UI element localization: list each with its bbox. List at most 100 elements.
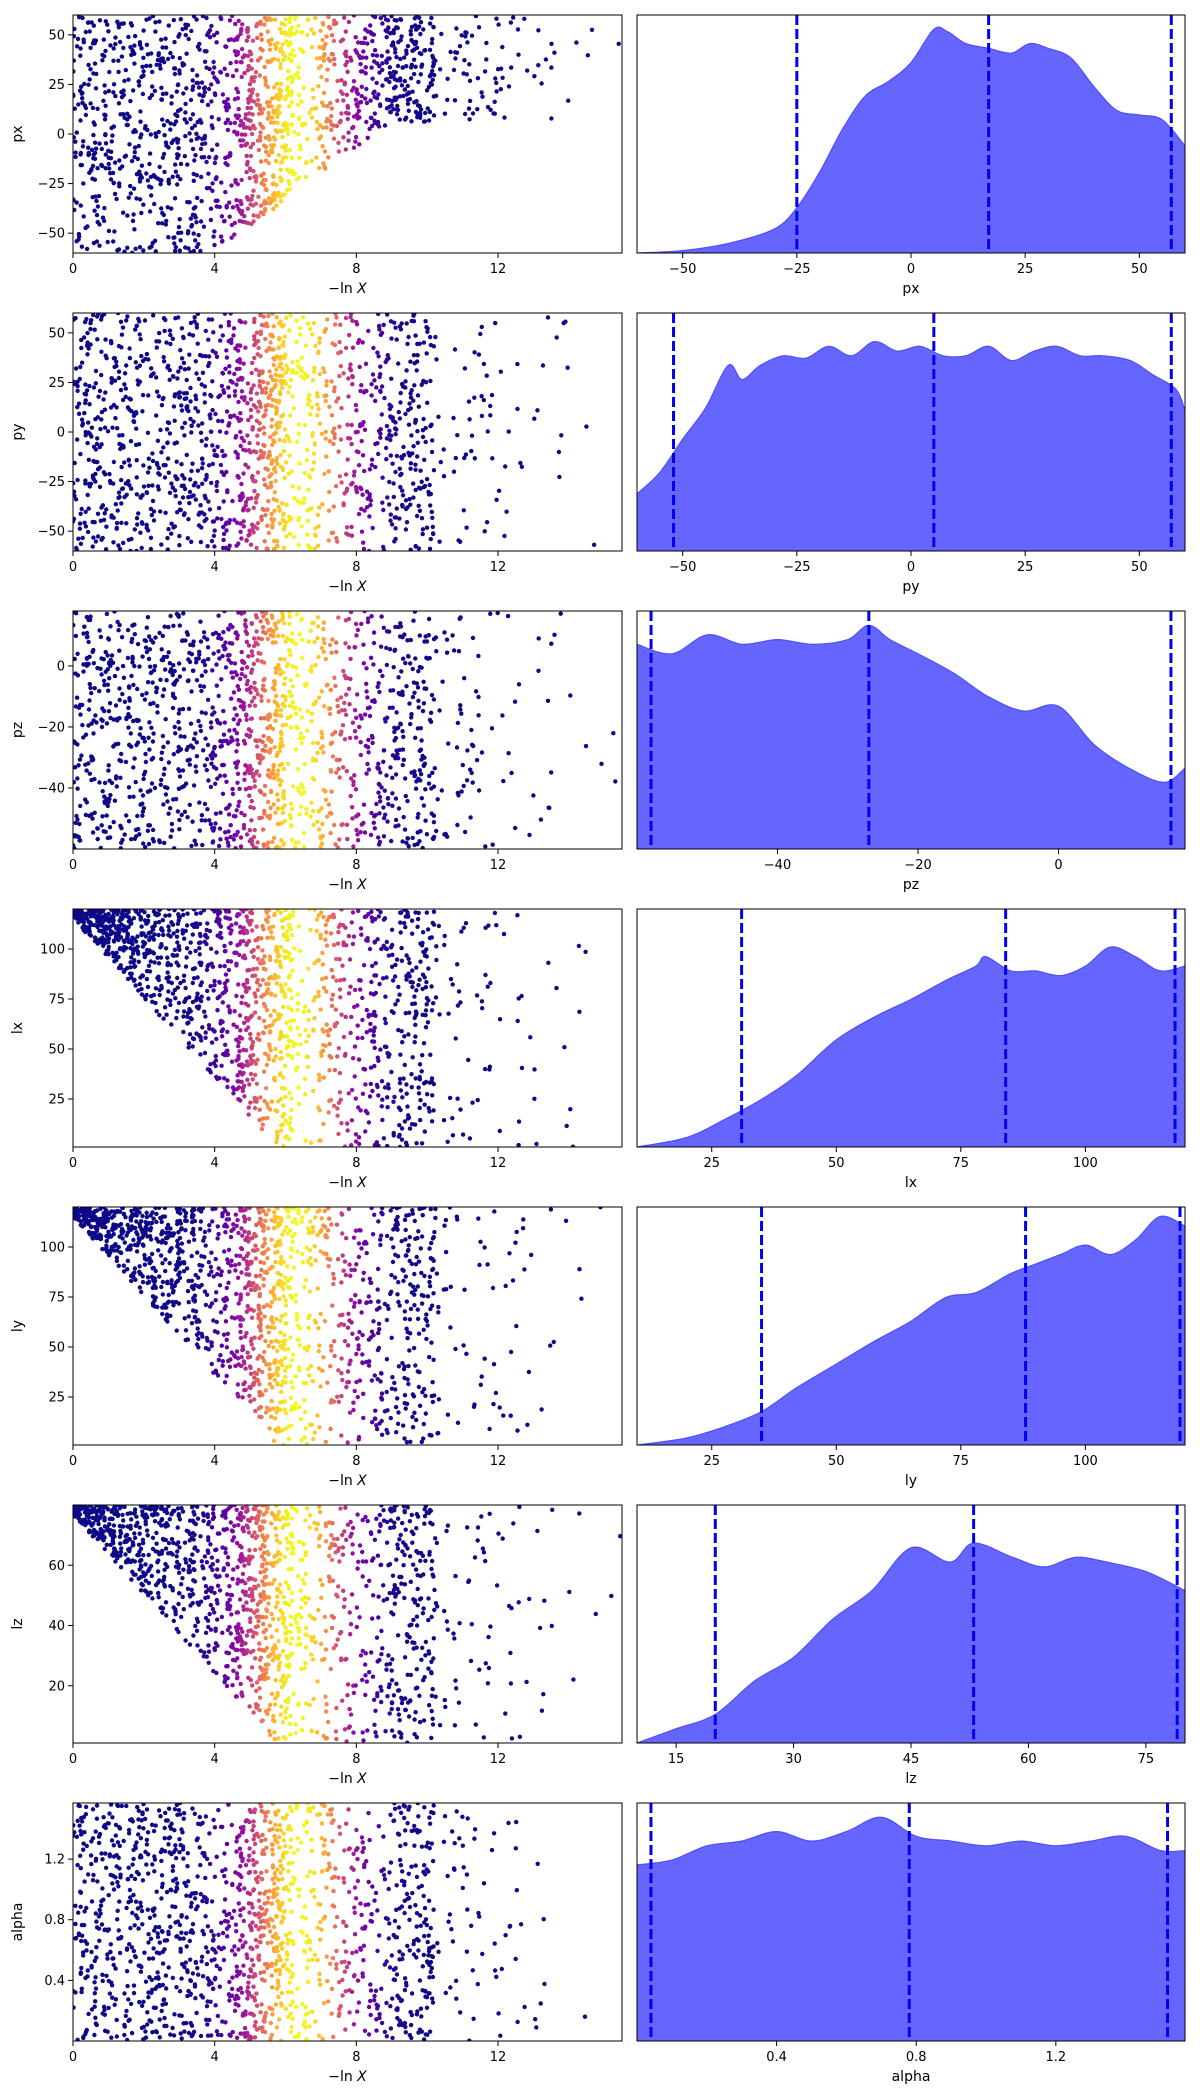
sample-point [128, 731, 133, 736]
sample-point [166, 924, 171, 929]
sample-point [501, 778, 506, 784]
sample-point [397, 416, 403, 421]
sample-point [359, 383, 364, 388]
sample-point [95, 204, 101, 209]
sample-point [368, 98, 373, 103]
sample-point [310, 430, 316, 436]
sample-point [237, 611, 242, 614]
sample-point [385, 313, 390, 317]
sample-point [430, 524, 435, 530]
sample-point [95, 826, 100, 831]
sample-point [359, 438, 364, 444]
sample-point [394, 957, 400, 962]
sample-point [444, 637, 450, 642]
sample-point [263, 336, 268, 342]
sample-point [545, 698, 551, 703]
sample-point [224, 806, 229, 811]
sample-point [298, 146, 303, 152]
sample-point [188, 250, 193, 253]
sample-point [344, 768, 349, 774]
sample-point [103, 390, 108, 395]
sample-point [200, 15, 206, 19]
sample-point [280, 723, 285, 728]
sample-point [481, 397, 486, 403]
sample-point [237, 718, 242, 723]
sample-point [175, 174, 180, 179]
sample-point [403, 379, 408, 384]
sample-point [462, 455, 467, 461]
sample-point [162, 133, 167, 138]
sample-point [280, 806, 285, 811]
sample-point [83, 105, 89, 111]
sample-point [214, 480, 220, 485]
sample-point [370, 1088, 375, 1094]
sample-point [532, 416, 537, 421]
sample-point [191, 178, 196, 183]
sample-point [246, 417, 251, 423]
sample-point [500, 713, 505, 718]
sample-point [116, 375, 122, 381]
sample-point [308, 412, 313, 417]
sample-point [334, 640, 339, 645]
sample-point [139, 46, 144, 51]
sample-point [273, 411, 279, 416]
sample-point [390, 803, 395, 808]
sample-point [270, 442, 275, 447]
sample-point [195, 341, 200, 346]
sample-point [531, 793, 536, 798]
sample-point [238, 521, 243, 526]
sample-point [369, 382, 374, 387]
sample-point [256, 456, 261, 461]
sample-point [361, 390, 367, 395]
sample-point [263, 158, 269, 163]
sample-point [296, 23, 301, 29]
sample-point [211, 33, 217, 38]
sample-point [123, 386, 128, 391]
sample-point [264, 617, 269, 623]
sample-point [271, 546, 277, 551]
sample-point [177, 817, 182, 823]
sample-point [208, 822, 214, 827]
sample-point [84, 343, 90, 348]
sample-point [414, 1141, 419, 1146]
sample-point [248, 407, 254, 413]
sample-point [274, 708, 279, 713]
sample-point [417, 15, 422, 20]
sample-point [459, 711, 464, 716]
sample-point [324, 77, 329, 83]
sample-point [379, 412, 384, 417]
sample-point [371, 91, 376, 96]
sample-point [239, 389, 245, 394]
sample-point [270, 839, 275, 845]
sample-point [225, 97, 230, 102]
sample-point [109, 380, 114, 385]
sample-point [271, 432, 276, 437]
sample-point [401, 814, 406, 820]
sample-point [266, 530, 271, 536]
sample-point [362, 830, 368, 835]
sample-point [316, 349, 321, 354]
sample-point [319, 431, 325, 436]
sample-point [343, 345, 349, 351]
sample-point [304, 811, 309, 816]
sample-point [190, 84, 196, 89]
sample-point [352, 773, 357, 778]
sample-point [280, 366, 285, 372]
sample-point [243, 112, 249, 117]
sample-point [224, 779, 229, 784]
sample-point [264, 1062, 270, 1068]
sample-point [431, 24, 436, 30]
sample-point [249, 767, 254, 772]
sample-point [119, 21, 124, 26]
sample-point [292, 171, 298, 176]
sample-point [338, 732, 343, 737]
sample-point [124, 363, 129, 368]
sample-point [422, 457, 427, 462]
sample-point [268, 484, 273, 489]
sample-point [410, 694, 416, 700]
sample-point [226, 657, 231, 663]
sample-point [177, 217, 182, 222]
sample-point [229, 696, 234, 701]
sample-point [248, 1031, 253, 1037]
sample-point [400, 504, 405, 509]
